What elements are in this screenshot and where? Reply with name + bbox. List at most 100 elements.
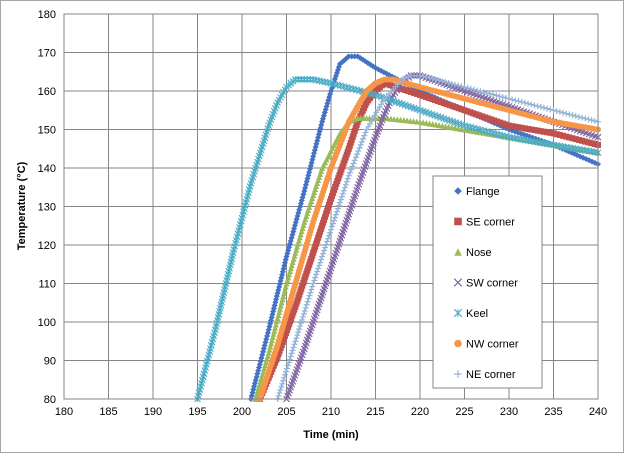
data-point: [563, 110, 570, 117]
data-point: [343, 178, 350, 185]
data-point: [286, 271, 293, 278]
data-point: [300, 76, 308, 83]
data-point: [361, 132, 368, 139]
data-point: [461, 84, 468, 91]
data-point: [282, 256, 289, 263]
data-point: [285, 274, 292, 281]
data-point: [338, 193, 345, 200]
legend-label: Keel: [466, 308, 488, 320]
data-point: [256, 380, 263, 387]
data-point: [550, 130, 557, 137]
data-point: [299, 225, 306, 232]
data-point: [270, 362, 277, 369]
data-point: [306, 292, 313, 299]
data-point: [302, 304, 309, 311]
data-point: [588, 117, 595, 124]
legend-label: SE corner: [466, 217, 515, 229]
data-point: [572, 113, 579, 120]
data-point: [518, 124, 525, 131]
legend-label: Nose: [466, 247, 492, 259]
data-point: [582, 115, 589, 122]
data-point: [277, 302, 284, 309]
data-point: [264, 352, 271, 359]
data-point: [305, 295, 312, 302]
data-point: [281, 289, 288, 296]
data-point: [499, 94, 506, 101]
data-point: [280, 293, 287, 300]
data-point: [354, 151, 361, 158]
data-point: [300, 310, 307, 317]
data-point: [540, 104, 547, 111]
data-point: [477, 88, 484, 95]
y-tick-label: 100: [38, 317, 56, 329]
data-point: [278, 299, 285, 306]
data-point: [295, 237, 302, 244]
data-point: [467, 85, 474, 92]
data-point: [471, 86, 478, 93]
x-tick-label: 220: [411, 406, 429, 418]
legend-label: NE corner: [466, 369, 516, 381]
data-point: [330, 217, 337, 224]
data-point: [339, 190, 346, 197]
data-point: [531, 127, 538, 134]
data-point: [276, 308, 283, 315]
data-point: [277, 386, 284, 393]
data-point: [285, 359, 292, 366]
data-point: [341, 184, 348, 191]
series-keel: [194, 76, 602, 403]
data-point: [439, 78, 446, 85]
data-point: [295, 240, 302, 247]
data-point: [426, 75, 433, 82]
data-point: [310, 280, 317, 287]
data-point: [317, 259, 324, 266]
data-point: [448, 80, 455, 87]
data-point: [493, 92, 500, 99]
data-point: [297, 231, 304, 238]
data-point: [458, 83, 465, 90]
data-point: [423, 74, 430, 81]
data-point: [464, 84, 471, 91]
legend-marker: [454, 370, 462, 378]
data-point: [308, 286, 315, 293]
data-point: [281, 286, 288, 293]
data-point: [566, 134, 573, 141]
series-sw-corner: [283, 72, 602, 403]
data-point: [311, 277, 318, 284]
data-point: [275, 312, 282, 318]
data-point: [328, 223, 335, 230]
y-axis-title: Temperature (°C): [16, 161, 28, 250]
data-point: [289, 258, 296, 265]
data-point: [534, 127, 541, 134]
data-point: [585, 116, 592, 123]
data-point: [334, 205, 341, 212]
data-point: [332, 211, 339, 218]
data-point: [266, 346, 273, 353]
data-point: [572, 136, 579, 143]
data-point: [333, 208, 340, 215]
data-point: [585, 139, 592, 146]
y-tick-label: 180: [38, 9, 56, 21]
legend-marker: [454, 187, 462, 195]
data-point: [268, 340, 275, 347]
data-point: [282, 371, 289, 378]
x-axis-title: Time (min): [303, 429, 359, 441]
data-point: [298, 320, 305, 327]
data-point: [490, 91, 497, 98]
data-point: [509, 96, 516, 103]
data-point: [550, 107, 557, 114]
data-point: [351, 157, 358, 164]
x-tick-label: 210: [322, 406, 340, 418]
data-point: [515, 98, 522, 105]
legend-marker: [453, 308, 463, 318]
data-point: [591, 141, 598, 148]
data-point: [273, 356, 280, 363]
data-point: [340, 187, 347, 194]
data-point: [405, 73, 412, 80]
data-point: [283, 365, 290, 372]
data-point: [322, 244, 329, 251]
x-tick-label: 185: [99, 406, 117, 418]
legend-marker: [454, 217, 462, 226]
data-point: [528, 101, 535, 108]
data-point: [569, 112, 576, 119]
